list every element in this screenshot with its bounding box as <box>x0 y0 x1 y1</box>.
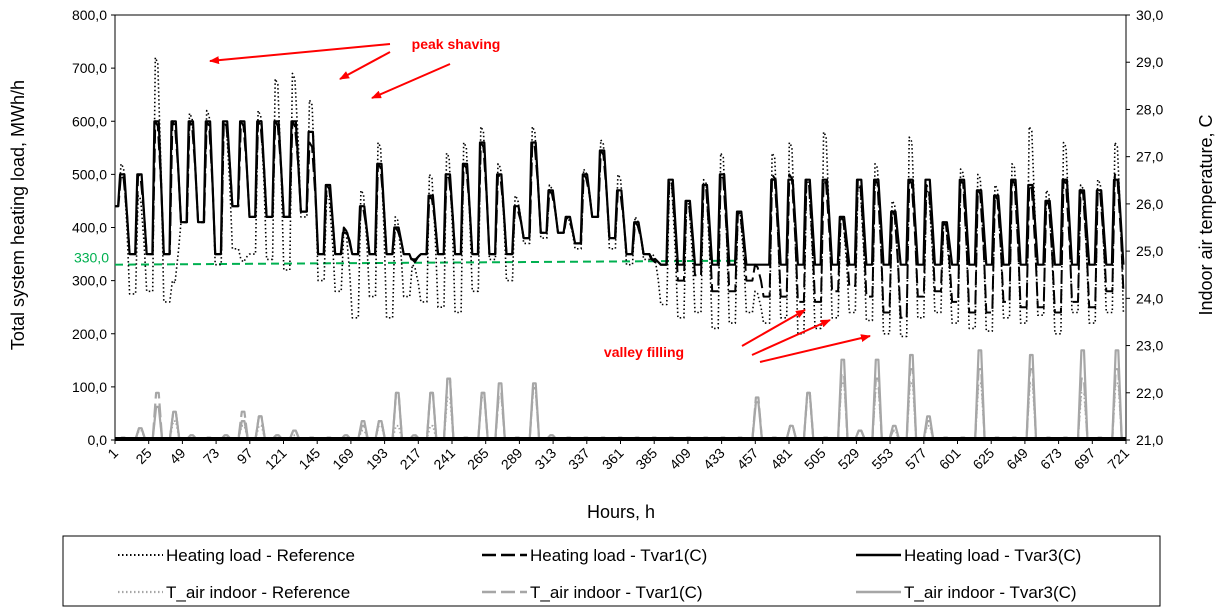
annotation-arrow <box>371 63 451 99</box>
reference-line-label: 330,0 <box>74 250 109 266</box>
left-tick-label: 500,0 <box>72 166 107 182</box>
right-tick-label: 23,0 <box>1136 338 1163 354</box>
x-axis-title: Hours, h <box>587 502 655 522</box>
legend: Heating load - Reference Heating load - T… <box>62 535 1161 607</box>
x-tick-label: 361 <box>599 445 627 473</box>
annotation-label-1: peak shaving <box>412 36 501 52</box>
legend-box <box>62 535 1161 607</box>
right-axis-title: Indoor air temperature, C <box>1196 114 1216 315</box>
legend-label-3: Heating load - Tvar3(C) <box>904 546 1081 565</box>
series-line-4 <box>115 382 1126 440</box>
annotation-arrow <box>339 51 391 80</box>
right-tick-label: 22,0 <box>1136 385 1163 401</box>
reference-line-330 <box>114 259 738 266</box>
x-tick-label: 457 <box>734 445 762 473</box>
left-tick-label: 0,0 <box>88 432 108 448</box>
annotations-group: peak shaving valley filling <box>209 36 871 363</box>
x-tick-label: 673 <box>1037 445 1065 473</box>
x-tick-label: 721 <box>1104 445 1132 473</box>
legend-label-1: Heating load - Reference <box>166 546 355 565</box>
annotation-arrow <box>209 43 391 65</box>
x-tick-label: 241 <box>430 445 458 473</box>
x-tick-label: 169 <box>329 445 357 473</box>
x-tick-label: 265 <box>464 445 492 473</box>
left-tick-label: 200,0 <box>72 326 107 342</box>
right-tick-label: 25,0 <box>1136 243 1163 259</box>
series-group <box>115 56 1126 441</box>
left-y-axis: 0,0 100,0 200,0 300,0 400,0 500,0 600,0 700,0 80… <box>72 7 115 448</box>
x-tick-label: 385 <box>632 445 660 473</box>
series-line-5 <box>115 368 1126 441</box>
plot-area-frame <box>114 14 1127 441</box>
x-tick-label: 481 <box>767 445 795 473</box>
x-tick-label: 625 <box>969 445 997 473</box>
x-tick-label: 433 <box>700 445 728 473</box>
x-tick-label: 505 <box>801 445 829 473</box>
x-tick-label: 577 <box>902 445 930 473</box>
x-tick-label: 193 <box>363 445 391 473</box>
left-axis-title: Total system heating load, MWh/h <box>8 80 28 350</box>
x-tick-label: 529 <box>835 445 863 473</box>
x-tick-label: 49 <box>166 445 188 467</box>
left-tick-label: 600,0 <box>72 113 107 129</box>
x-tick-label: 1 <box>104 445 121 462</box>
x-tick-label: 97 <box>234 445 256 467</box>
legend-label-6: T_air indoor - Tvar3(C) <box>904 583 1077 602</box>
left-tick-label: 100,0 <box>72 379 107 395</box>
x-tick-label: 313 <box>531 445 559 473</box>
x-tick-label: 601 <box>936 445 964 473</box>
series-line-3 <box>115 120 1125 266</box>
annotation-arrow <box>759 334 871 363</box>
x-tick-label: 649 <box>1003 445 1031 473</box>
x-axis: 1 25 49 73 97 121 145 169 193 217 241 265 289 313 337 3… <box>104 440 1132 473</box>
x-tick-label: 409 <box>666 445 694 473</box>
left-tick-label: 800,0 <box>72 7 107 23</box>
series-line-1 <box>115 56 1125 338</box>
annotation-arrow <box>751 319 831 356</box>
legend-label-5: T_air indoor - Tvar1(C) <box>530 583 703 602</box>
right-tick-label: 24,0 <box>1136 290 1163 306</box>
right-tick-label: 30,0 <box>1136 7 1163 23</box>
series-line-6 <box>115 349 1126 441</box>
right-tick-label: 29,0 <box>1136 54 1163 70</box>
x-tick-label: 73 <box>200 445 222 467</box>
annotation-label-2: valley filling <box>604 344 684 360</box>
x-tick-label: 697 <box>1071 445 1099 473</box>
x-tick-label: 289 <box>498 445 526 473</box>
x-tick-label: 337 <box>565 445 593 473</box>
x-tick-label: 217 <box>397 445 425 473</box>
right-tick-label: 26,0 <box>1136 196 1163 212</box>
legend-label-2: Heating load - Tvar1(C) <box>530 546 707 565</box>
zero-baseline-band <box>115 437 1126 441</box>
right-tick-label: 21,0 <box>1136 432 1163 448</box>
series-line-2 <box>115 120 1125 319</box>
reference-line-group: 330,0 <box>74 250 738 266</box>
x-tick-label: 145 <box>295 445 323 473</box>
right-tick-label: 27,0 <box>1136 149 1163 165</box>
left-tick-label: 300,0 <box>72 273 107 289</box>
right-tick-label: 28,0 <box>1136 101 1163 117</box>
annotation-arrow <box>741 309 806 347</box>
x-tick-label: 553 <box>868 445 896 473</box>
legend-label-4: T_air indoor - Reference <box>166 583 350 602</box>
x-tick-label: 121 <box>262 445 290 473</box>
left-tick-label: 700,0 <box>72 60 107 76</box>
x-tick-label: 25 <box>132 445 154 467</box>
left-tick-label: 400,0 <box>72 220 107 236</box>
right-y-axis: 21,0 22,0 23,0 24,0 25,0 26,0 27,0 28,0 29,0 30,0 <box>1126 7 1163 448</box>
